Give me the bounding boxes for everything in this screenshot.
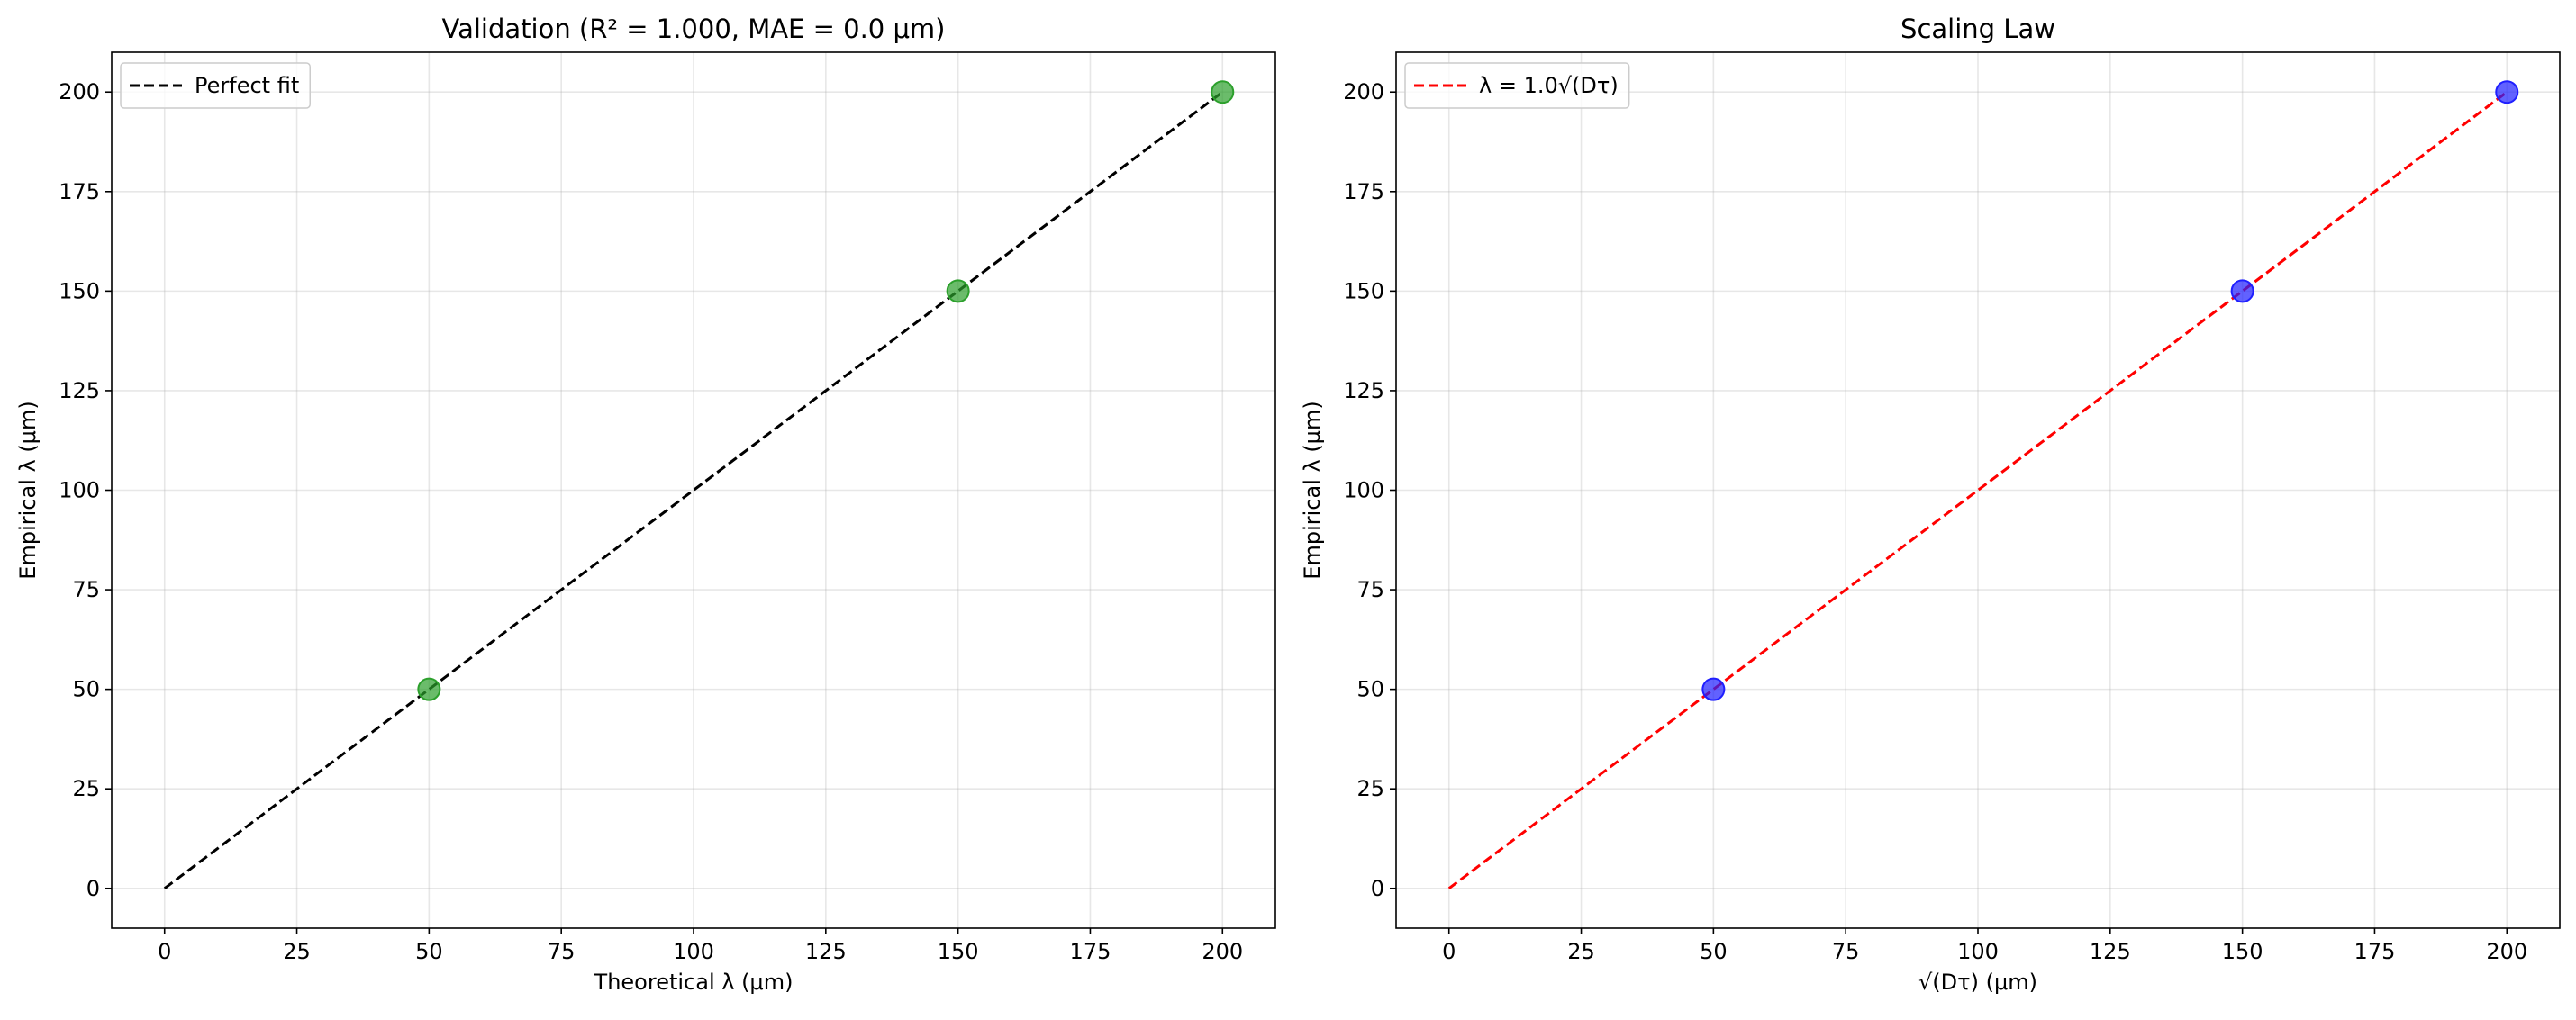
chart-title: Scaling Law [1900,14,2055,44]
x-tick-label: 0 [1442,939,1456,964]
fit-line [1447,91,2508,889]
x-tick-label: 150 [2222,939,2263,964]
x-tick-label: 75 [1832,939,1860,964]
point-layer [417,80,1235,701]
y-tick-label: 150 [59,278,100,303]
legend: λ = 1.0√(Dτ) [1404,62,1630,109]
data-point [2495,80,2519,104]
point-layer [1701,80,2519,701]
y-tick-label: 100 [1343,478,1384,503]
x-axis-label: Theoretical λ (μm) [594,970,794,995]
y-tick-label: 25 [1356,776,1384,801]
legend: Perfect fit [120,62,311,109]
x-tick-label: 125 [2090,939,2131,964]
y-tick-label: 100 [59,478,100,503]
legend-label: Perfect fit [195,73,299,98]
y-tick-label: 150 [1343,278,1384,303]
grid-lines [112,52,1275,928]
y-axis-label: Empirical λ (μm) [15,401,41,579]
y-tick-label: 25 [72,776,100,801]
x-axis-label: √(Dτ) (μm) [1918,970,2037,995]
x-tick-label: 100 [673,939,714,964]
x-tick-label: 100 [1957,939,1999,964]
data-point [1211,80,1235,104]
axis-ticks: 0 25 50 75 100 125 150 175 200 0 25 50 75 100 125 150 17… [1343,79,2527,964]
x-tick-label: 175 [1070,939,1111,964]
data-point [417,677,441,701]
line-layer [163,91,1224,889]
y-tick-label: 175 [1343,179,1384,204]
y-tick-label: 200 [59,79,100,104]
x-tick-label: 150 [938,939,979,964]
legend-label: λ = 1.0√(Dτ) [1479,73,1619,98]
line-layer [1447,91,2508,889]
x-tick-label: 0 [158,939,171,964]
y-tick-label: 0 [86,876,100,901]
legend-box [1404,62,1630,109]
fit-line [163,91,1224,889]
x-tick-label: 50 [1700,939,1728,964]
y-tick-label: 50 [1356,677,1384,702]
y-tick-label: 200 [1343,79,1384,104]
y-tick-label: 75 [72,577,100,602]
y-tick-label: 0 [1371,876,1384,901]
y-tick-label: 175 [59,179,100,204]
y-tick-label: 50 [72,677,100,702]
grid-lines [1396,52,2560,928]
chart-title: Validation (R² = 1.000, MAE = 0.0 μm) [442,14,946,44]
legend-box [120,62,311,109]
x-tick-label: 200 [1202,939,1243,964]
scaling-law-panel: 0 25 50 75 100 125 150 175 200 0 25 50 75 100 125 150 17… [1300,14,2561,995]
axis-ticks: 0 25 50 75 100 125 150 175 200 0 25 50 75 100 125 150 17… [59,79,1243,964]
x-tick-label: 25 [283,939,311,964]
y-tick-label: 75 [1356,577,1384,602]
x-tick-label: 175 [2354,939,2396,964]
data-point [1701,677,1726,701]
validation-panel: 0 25 50 75 100 125 150 175 200 0 25 50 75 100 125 150 17… [15,14,1276,995]
x-tick-label: 125 [805,939,847,964]
x-tick-label: 25 [1567,939,1595,964]
x-tick-label: 200 [2486,939,2527,964]
y-axis-label: Empirical λ (μm) [1300,401,1325,579]
data-point [2230,279,2254,303]
y-tick-label: 125 [1343,378,1384,403]
x-tick-label: 50 [415,939,443,964]
x-tick-label: 75 [548,939,576,964]
y-tick-label: 125 [59,378,100,403]
data-point [946,279,970,303]
